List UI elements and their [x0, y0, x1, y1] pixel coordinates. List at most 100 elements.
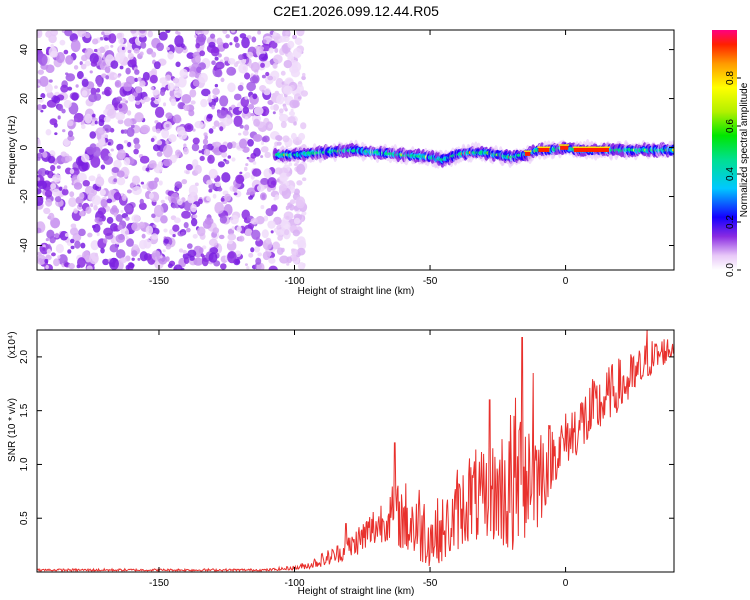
noise-blob [194, 164, 202, 175]
noise-blob [224, 193, 232, 202]
noise-blob [163, 228, 168, 233]
noise-blob [294, 37, 303, 46]
noise-blob [126, 127, 135, 138]
noise-blob [48, 46, 58, 58]
snr-scale-label: (x10⁴) [7, 331, 18, 358]
noise-blob [134, 69, 140, 75]
noise-blob [69, 191, 75, 198]
noise-blob [253, 106, 264, 116]
noise-blob [230, 30, 236, 33]
noise-blob [87, 232, 93, 238]
noise-blob [217, 161, 225, 168]
noise-blob [102, 61, 106, 67]
noise-blob [149, 74, 158, 84]
noise-blob [247, 104, 255, 110]
noise-blob [260, 155, 264, 159]
figure-title: C2E1.2026.099.12.44.R05 [273, 3, 439, 19]
noise-blob [276, 94, 285, 105]
colorbar-tick-label: 0.2 [725, 215, 736, 229]
noise-blob [86, 265, 93, 270]
noise-blob [212, 94, 217, 99]
noise-blob [145, 225, 154, 235]
noise-blob [244, 72, 251, 80]
noise-blob [156, 151, 163, 157]
noise-blob [44, 258, 49, 264]
noise-blob [128, 262, 135, 269]
noise-blob [97, 207, 107, 216]
noise-blob [264, 151, 271, 159]
noise-blob [89, 131, 97, 139]
noise-blob [59, 207, 64, 211]
noise-blob [139, 80, 146, 87]
noise-blob [93, 204, 98, 211]
noise-blob [110, 44, 114, 48]
noise-blob [72, 232, 82, 242]
noise-blob [98, 217, 103, 222]
noise-blob [165, 243, 172, 250]
noise-blob [40, 93, 46, 99]
noise-blob [88, 93, 98, 103]
noise-blob [54, 85, 58, 89]
noise-blob [273, 54, 283, 64]
noise-blob [130, 124, 135, 129]
noise-blob [152, 224, 157, 228]
noise-blob [151, 250, 161, 261]
noise-blob [170, 98, 177, 107]
noise-blob [113, 178, 118, 183]
noise-blob [227, 82, 236, 93]
y-tick-label: -20 [19, 189, 30, 204]
noise-blob [67, 86, 73, 91]
noise-blob [180, 231, 185, 236]
noise-blob [45, 237, 49, 242]
signal-strong [573, 148, 609, 152]
noise-blob [292, 34, 298, 40]
noise-blob [118, 103, 123, 109]
noise-blob [233, 93, 242, 101]
noise-blob [90, 240, 100, 251]
noise-blob [66, 120, 74, 127]
noise-blob [102, 30, 112, 36]
signal-strong-edge [537, 146, 551, 148]
noise-blob [248, 252, 254, 258]
noise-blob [92, 146, 101, 158]
noise-blob [194, 55, 201, 63]
noise-blob [233, 192, 238, 196]
noise-blob [70, 39, 81, 53]
noise-blob [226, 66, 237, 76]
noise-blob [125, 216, 130, 221]
noise-blob [207, 94, 212, 99]
noise-blob [123, 81, 132, 92]
noise-blob [50, 164, 56, 172]
noise-blob [192, 128, 196, 132]
noise-blob [200, 98, 208, 108]
noise-blob [39, 196, 44, 201]
noise-blob [43, 207, 51, 215]
noise-blob [139, 30, 146, 34]
noise-blob [206, 143, 214, 151]
noise-blob [57, 103, 64, 112]
x-tick-label: 0 [563, 276, 569, 287]
noise-blob [42, 151, 48, 158]
noise-blob [290, 68, 301, 78]
noise-blob [250, 61, 260, 72]
noise-blob [218, 234, 225, 240]
noise-blob [115, 249, 126, 259]
noise-blob [296, 30, 305, 37]
noise-blob [257, 30, 261, 35]
noise-blob [55, 243, 64, 254]
noise-blob [100, 164, 106, 170]
noise-blob [216, 37, 223, 46]
noise-blob [109, 257, 119, 270]
noise-blob [38, 53, 48, 66]
noise-blob [50, 183, 57, 190]
noise-blob [45, 264, 49, 270]
noise-blob [295, 196, 306, 209]
noise-blob [188, 184, 199, 197]
noise-blob [277, 235, 283, 241]
noise-blob [79, 61, 83, 66]
noise-blob [221, 151, 228, 158]
noise-blob [75, 84, 79, 88]
noise-blob [50, 44, 54, 48]
noise-blob [53, 258, 60, 267]
noise-blob [283, 211, 294, 220]
